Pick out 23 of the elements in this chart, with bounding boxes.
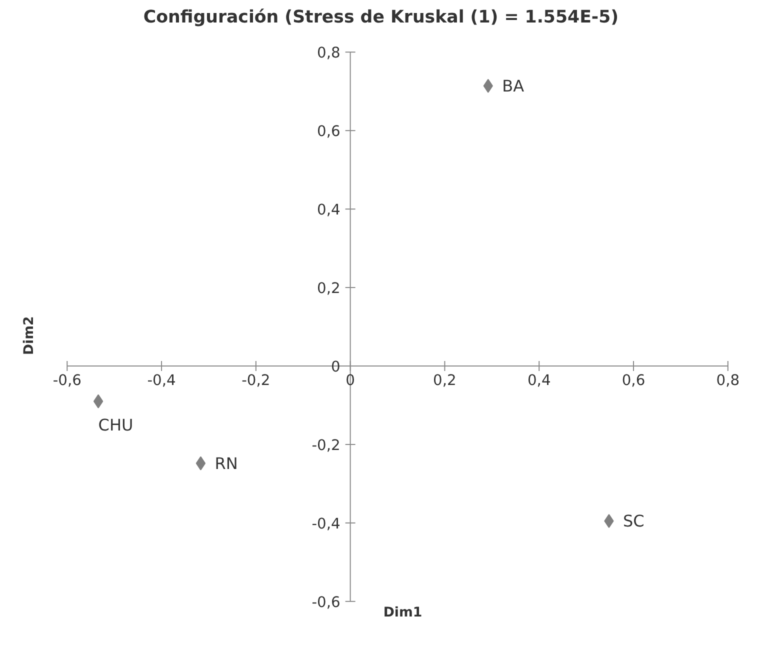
y-tick-label: 0,8 [317, 44, 340, 62]
x-tick-label: 0,4 [527, 372, 551, 390]
chart-title: Configuración (Stress de Kruskal (1) = 1.554E-5) [143, 8, 619, 28]
x-tick-label: 0,6 [622, 372, 646, 390]
x-tick-label: 0,2 [433, 372, 456, 390]
x-tick-label: -0,6 [52, 372, 82, 390]
x-tick-label: 0,8 [716, 372, 740, 390]
annotation: BA [502, 76, 524, 96]
y-tick-label: 0,2 [317, 280, 340, 298]
y-tick-label: -0,4 [312, 515, 340, 532]
annotation: SC [622, 511, 644, 530]
x-tick-label: -0,2 [242, 372, 270, 390]
y-tick-label: 0,4 [317, 202, 340, 219]
y-tick-label: -0,6 [312, 594, 340, 611]
y-tick-label: -0,2 [312, 436, 340, 454]
x-tick-label: -0,4 [147, 372, 176, 390]
point [196, 456, 206, 470]
y-tick-label: 0,6 [317, 123, 340, 140]
y-axis-title: Dim2 [22, 316, 37, 356]
point [93, 394, 104, 408]
annotation: CHU [98, 415, 134, 434]
annotation: RN [214, 454, 238, 473]
x-axis-title: Dim1 [383, 605, 422, 620]
